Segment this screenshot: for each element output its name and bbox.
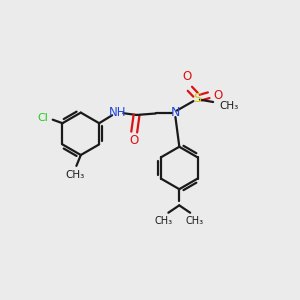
Text: NH: NH: [109, 106, 126, 118]
Text: Cl: Cl: [38, 113, 48, 123]
Text: O: O: [183, 70, 192, 83]
Text: CH₃: CH₃: [185, 216, 204, 226]
Text: S: S: [193, 92, 201, 105]
Text: N: N: [171, 106, 180, 119]
Text: CH₃: CH₃: [155, 216, 173, 226]
Text: O: O: [214, 89, 223, 102]
Text: O: O: [130, 134, 139, 147]
Text: CH₃: CH₃: [65, 170, 85, 180]
Text: CH₃: CH₃: [220, 101, 239, 111]
